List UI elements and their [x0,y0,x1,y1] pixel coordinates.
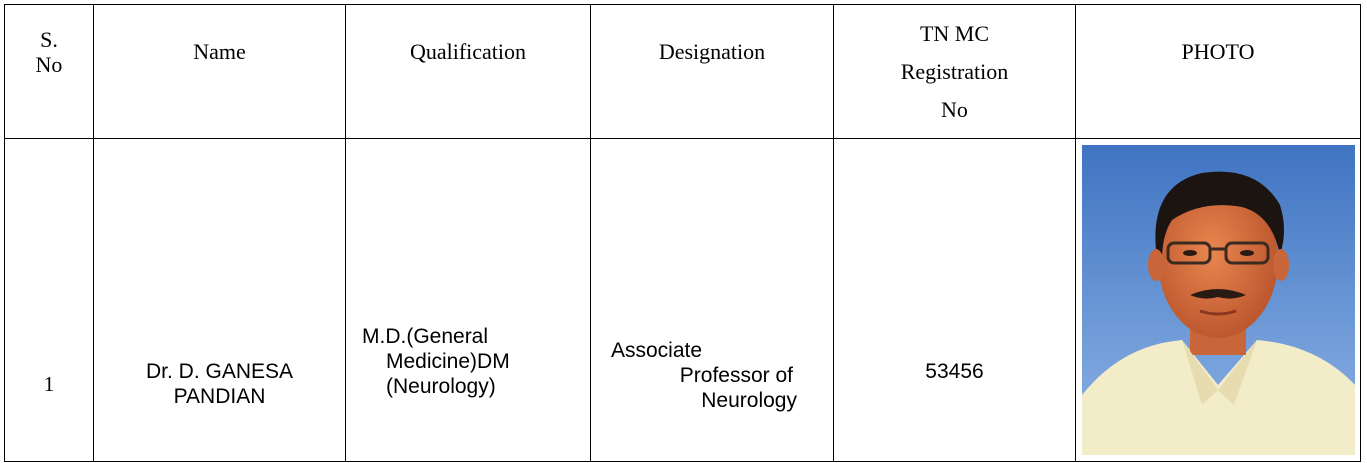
header-text: TN MC [919,21,990,46]
cell-text: Professor of [679,364,793,387]
header-text: Designation [658,39,766,64]
header-cell: PHOTO [1075,4,1361,139]
photo [1081,145,1355,455]
body-row: 1 Dr. D. GANESA PANDIAN M.D.(General Medic… [4,138,1361,462]
header-text: No [941,97,968,122]
header-cell: Designation [590,4,834,139]
cell-text: M.D.(General [362,325,489,348]
cell-text: PANDIAN [173,385,266,408]
header-text: Qualification [409,39,527,64]
cell-text: Medicine)DM [386,350,510,373]
photo-cell [1075,138,1361,462]
header-cell: Name [93,4,346,139]
cell-text: Neurology [701,389,797,412]
cell: Associate Professor of Neurology [590,138,834,462]
cell-text: Associate [611,339,703,362]
cell: Dr. D. GANESA PANDIAN [93,138,346,462]
header-cell: Qualification [345,4,591,139]
header-text: PHOTO [1181,39,1255,64]
header-cell: S. No [4,4,94,139]
header-text: S. [40,27,58,52]
header-text: Registration [900,59,1009,84]
cell: 1 [4,138,94,462]
cell-text: 1 [43,372,55,396]
header-row: S. No Name Qualification Designation TN M… [4,4,1361,139]
header-cell: TN MC Registration No [833,4,1076,139]
cell-text: 53456 [925,360,984,383]
cell: M.D.(General Medicine)DM (Neurology) [345,138,591,462]
cell-text: Dr. D. GANESA [145,360,294,383]
staff-table: S. No Name Qualification Designation TN M… [4,4,1361,462]
header-text: Name [193,39,246,64]
header-text: No [35,52,63,77]
cell-text: (Neurology) [386,375,496,398]
cell: 53456 [833,138,1076,462]
